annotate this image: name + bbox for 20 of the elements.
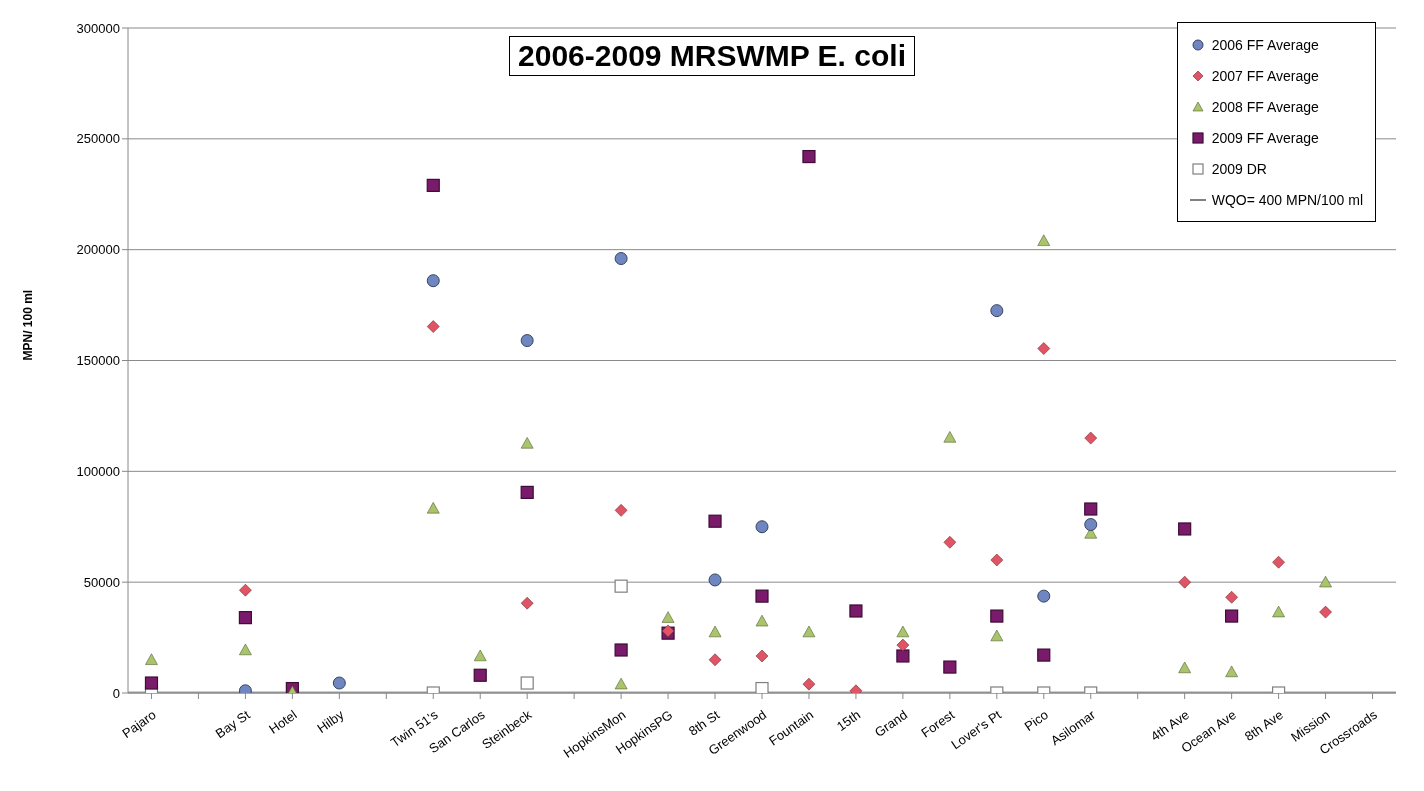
chart-title: 2006-2009 MRSWMP E. coli	[509, 36, 915, 76]
y-tick-label: 0	[112, 685, 120, 701]
legend-label: 2009 DR	[1211, 160, 1267, 177]
y-tick-label: 250000	[76, 131, 120, 147]
legend-label: 2008 FF Average	[1211, 98, 1319, 115]
x-tick-label: Hilby	[314, 706, 347, 736]
y-tick-label: 300000	[76, 20, 120, 36]
y-tick-label: 150000	[76, 353, 120, 369]
legend-label: 2007 FF Average	[1211, 67, 1319, 84]
x-tick-label: 15th	[833, 707, 864, 734]
x-tick-label: 8th Ave	[1241, 707, 1286, 745]
x-tick-label: Bay St	[212, 706, 253, 742]
y-axis-title: MPN/ 100 ml	[21, 289, 36, 361]
legend-label: 2009 FF Average	[1211, 129, 1319, 146]
y-tick-label: 100000	[76, 463, 120, 479]
x-tick-label: Pico	[1021, 707, 1051, 734]
legend-label: 2006 FF Average	[1211, 36, 1319, 53]
y-tick-label: 200000	[76, 242, 120, 258]
legend-label: WQO= 400 MPN/100 ml	[1211, 191, 1363, 208]
y-tick-label: 50000	[83, 574, 120, 590]
